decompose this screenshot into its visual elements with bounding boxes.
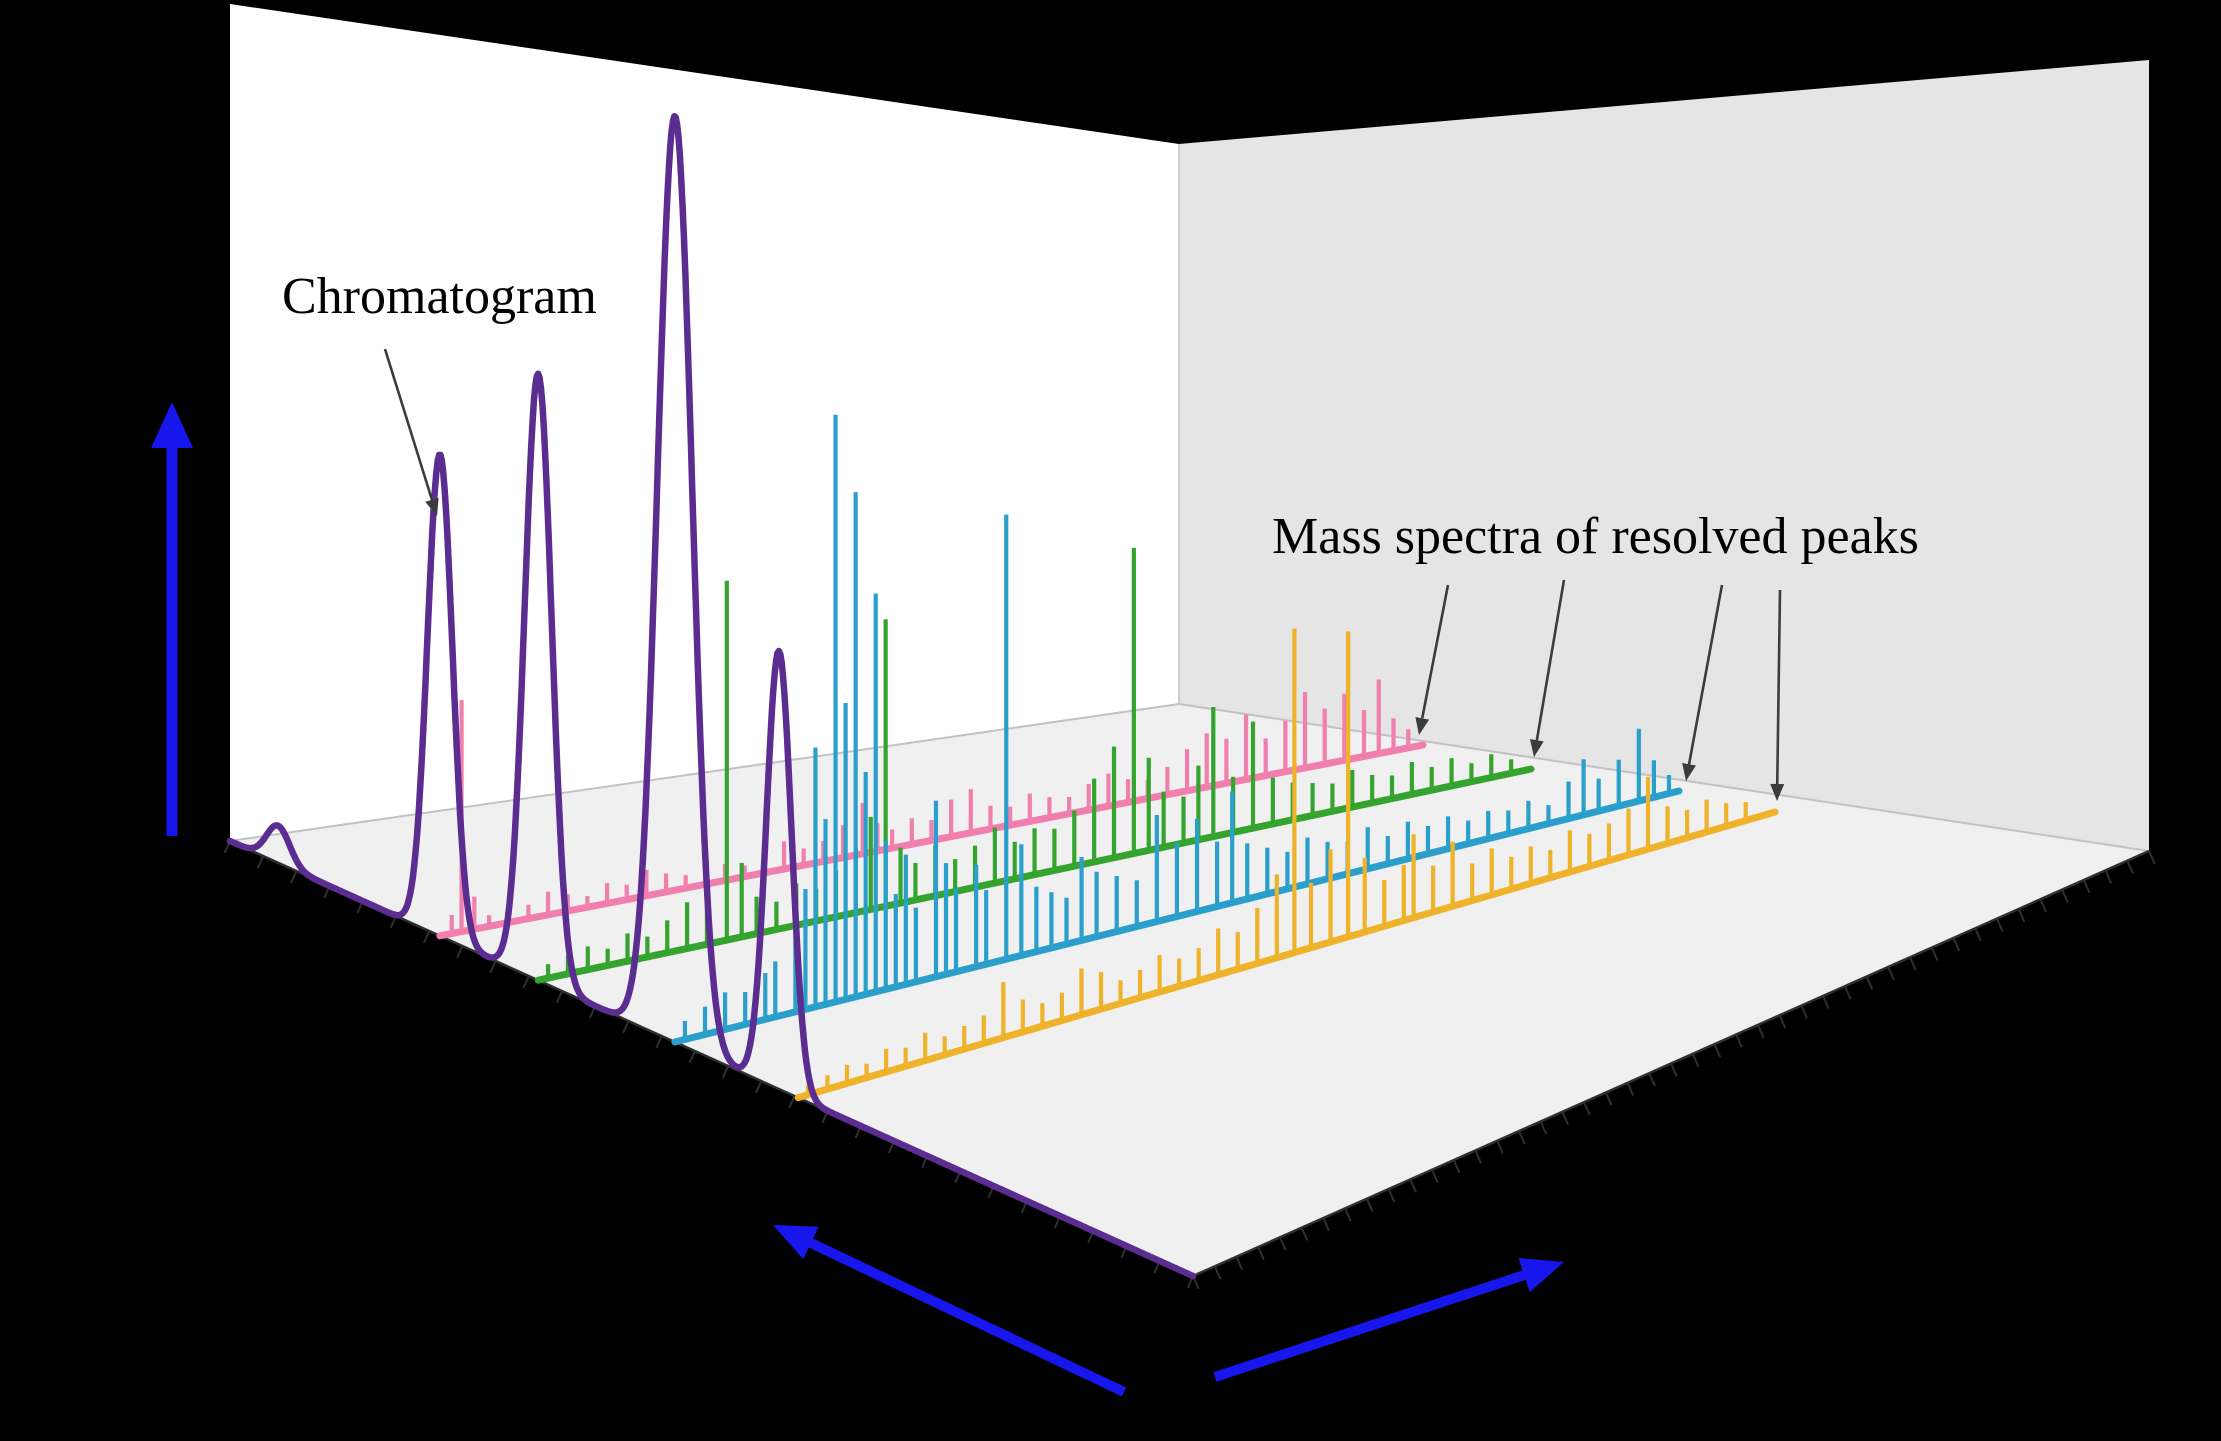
scene-3d xyxy=(151,4,2156,1397)
intensity-axis-arrow xyxy=(151,402,193,836)
mass-spectrum-3 xyxy=(671,414,1683,1046)
mz-axis-arrow xyxy=(1213,1258,1564,1382)
chromatogram-curve xyxy=(226,112,1197,1280)
chromatogram-label: Chromatogram xyxy=(282,268,597,325)
annotation-arrows xyxy=(383,348,1785,801)
retention-axis-arrow xyxy=(773,1225,1127,1397)
plot-box-surfaces xyxy=(230,4,2149,1276)
mass-spectrum-4 xyxy=(794,628,1779,1102)
mass-spectra-label: Mass spectra of resolved peaks xyxy=(1272,508,1919,565)
